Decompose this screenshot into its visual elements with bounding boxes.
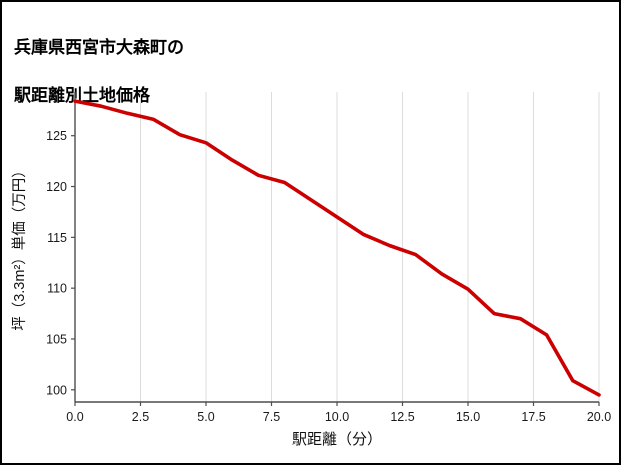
- x-tick-label: 2.5: [132, 410, 149, 424]
- x-tick-label: 20.0: [587, 410, 611, 424]
- y-axis-title: 坪（3.3m²）単価（万円）: [11, 163, 28, 331]
- y-tick-label: 125: [46, 129, 67, 143]
- y-tick-label: 105: [46, 332, 67, 346]
- x-axis-title: 駅距離（分）: [292, 430, 382, 448]
- x-tick-label: 7.5: [263, 410, 280, 424]
- y-tick-label: 100: [46, 383, 67, 397]
- price-line-series: [73, 99, 601, 397]
- chart-title: 兵庫県西宮市大森町の 駅距離別土地価格: [14, 12, 184, 132]
- x-tick-label: 5.0: [197, 410, 214, 424]
- x-tick-label: 10.0: [325, 410, 349, 424]
- x-tick-label: 12.5: [390, 410, 414, 424]
- y-tick-label: 120: [46, 180, 67, 194]
- x-tick-label: 15.0: [456, 410, 480, 424]
- y-tick-label: 115: [47, 231, 67, 245]
- y-tick-label: 110: [47, 282, 67, 296]
- chart-title-line2: 駅距離別土地価格: [14, 86, 150, 105]
- x-tick-label: 0.0: [66, 410, 83, 424]
- x-tick-label: 17.5: [521, 410, 545, 424]
- chart-title-line1: 兵庫県西宮市大森町の: [14, 38, 184, 57]
